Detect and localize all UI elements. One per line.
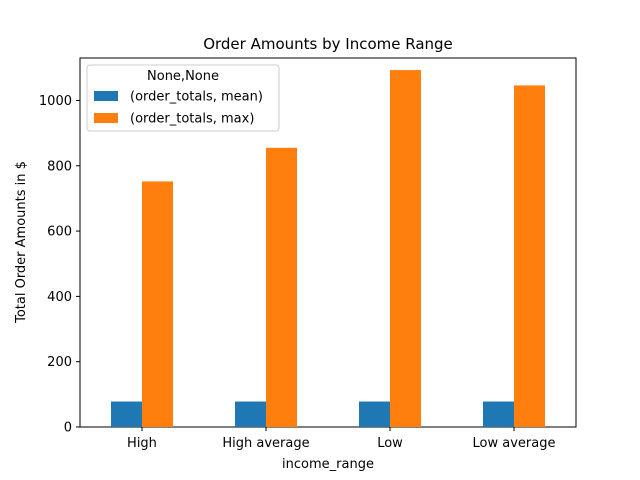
bars-group [111,70,545,428]
legend-swatch [94,91,118,101]
legend-entry-label: (order_totals, max) [130,112,254,127]
bar-max-3 [514,85,545,428]
legend-frame [86,64,280,132]
legend-entry-label: (order_totals, mean) [130,90,263,105]
legend-title: None,None [147,69,219,84]
y-axis-label: Total Order Amounts in $ [14,161,29,324]
bar-max-0 [142,181,173,427]
plot-area [79,57,577,428]
y-tick-label: 0 [64,421,72,436]
bar-max-2 [390,70,421,427]
legend-swatch [94,113,118,123]
y-tick-label: 600 [47,225,72,240]
bar-mean-3 [483,401,514,427]
x-axis-label: income_range [282,457,374,472]
bar-max-1 [266,147,297,427]
bar-mean-2 [359,401,390,427]
bar-mean-0 [111,401,142,427]
x-tick-label: High average [222,436,309,451]
y-tick-label: 1000 [39,94,72,109]
y-tick-label: 200 [47,355,72,370]
y-axis: 0 200 400 600 800 1000 [39,94,80,436]
x-tick-label: Low average [473,436,556,451]
legend: None,None (order_totals, mean) (order_tot… [86,64,280,132]
chart-title: Order Amounts by Income Range [203,35,453,53]
x-tick-label: High [127,436,157,451]
x-tick-label: Low [377,436,403,451]
bar-mean-1 [235,401,266,427]
y-tick-label: 800 [47,159,72,174]
x-axis: High High average Low Low average [127,427,555,451]
y-tick-label: 400 [47,290,72,305]
